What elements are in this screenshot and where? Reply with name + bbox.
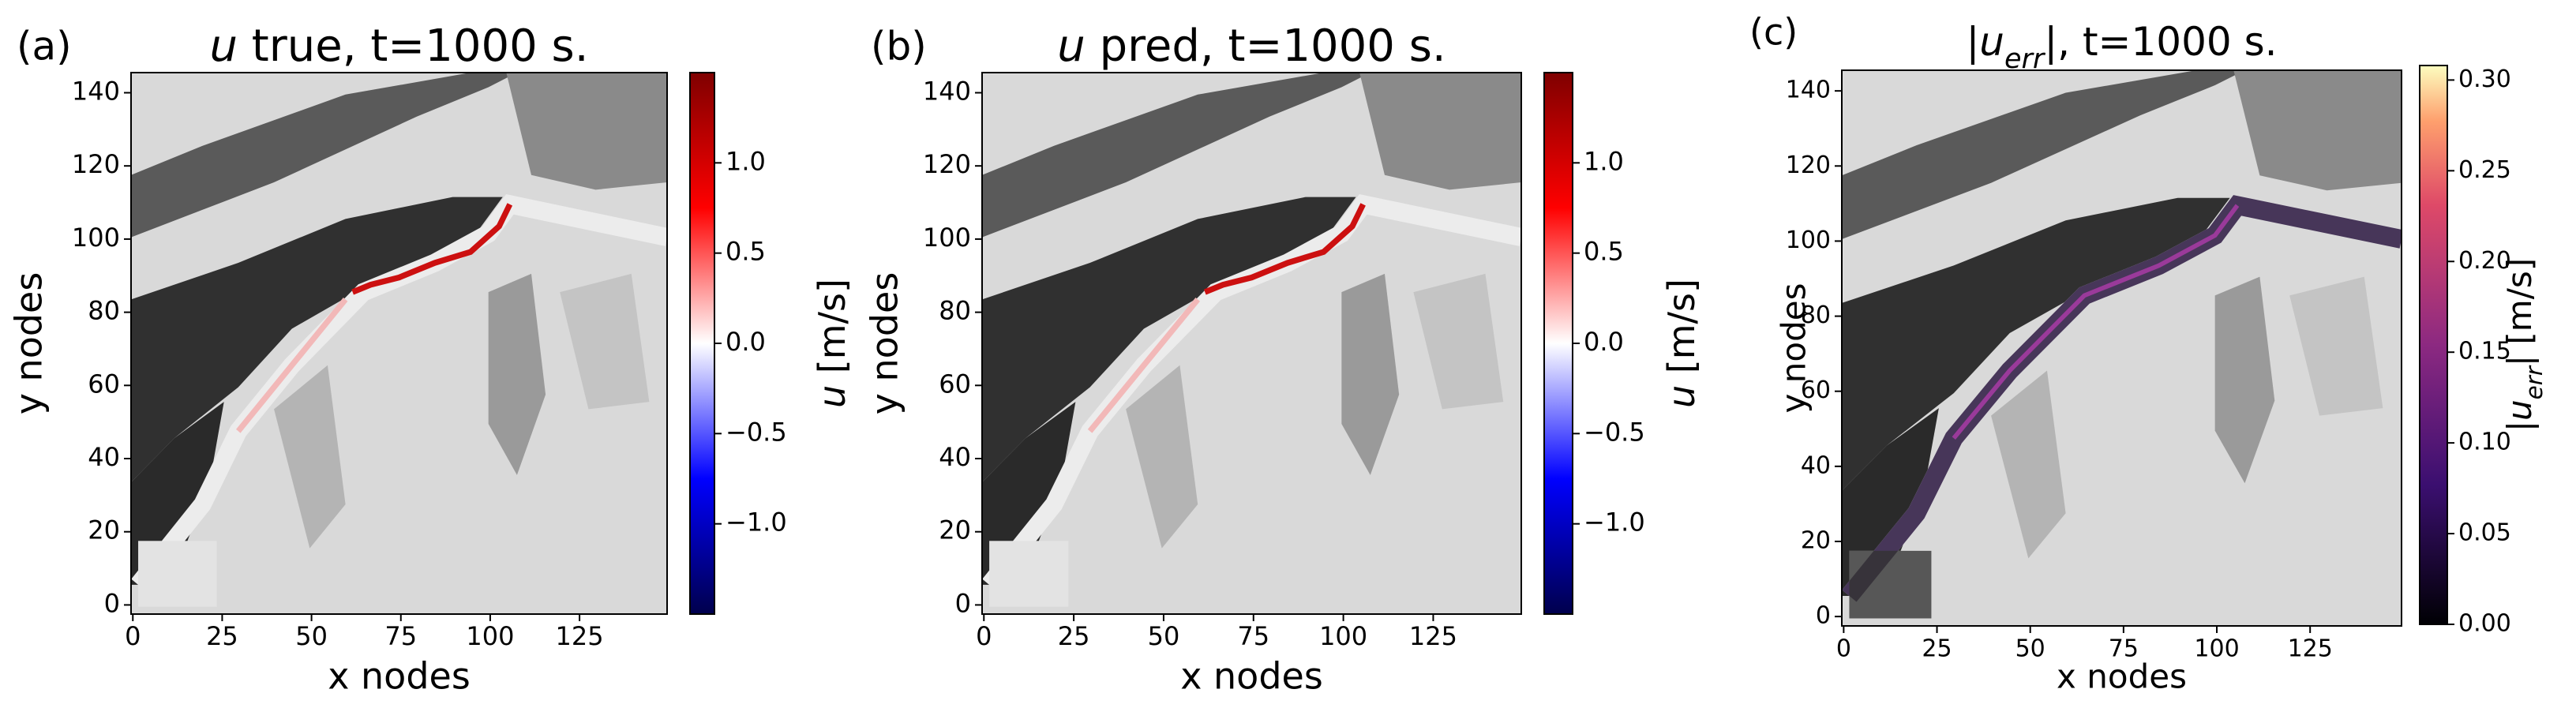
y-tick-label: 40 — [939, 442, 971, 472]
y-axis-label: y nodes — [864, 272, 906, 415]
x-tick-label: 100 — [1319, 621, 1367, 651]
subscript: err — [2004, 43, 2046, 75]
terrain-image — [982, 73, 1521, 614]
y-tick-label: 80 — [939, 296, 971, 326]
colorbar-tick-label: −0.5 — [1584, 417, 1645, 447]
y-tick-label: 60 — [939, 369, 971, 399]
x-tick-label: 25 — [206, 621, 238, 651]
y-tick-label: 100 — [72, 223, 120, 253]
y-axis-label: y nodes — [8, 272, 51, 415]
text: [m/s] — [1660, 279, 1703, 385]
colorbar-tick-label: 0.00 — [2458, 610, 2511, 638]
colorbar-tick-label: −1.0 — [1584, 508, 1645, 538]
x-tick-label: 0 — [1836, 635, 1851, 663]
colorbar-tick-label: −0.5 — [726, 417, 787, 447]
variable: |u — [2500, 399, 2539, 432]
y-tick-label: 120 — [72, 149, 120, 179]
y-tick-label: 100 — [1786, 227, 1831, 254]
y-tick-label: 60 — [88, 369, 120, 399]
x-tick-label: 50 — [1148, 621, 1180, 651]
colorbar — [2419, 65, 2448, 625]
text: |, t=1000 s. — [2044, 19, 2277, 65]
text: | [m/s] — [2500, 258, 2539, 366]
colorbar-tick-label: 0.0 — [1584, 327, 1624, 357]
x-tick-label: 75 — [1237, 621, 1269, 651]
axes-frame — [981, 72, 1522, 615]
x-tick-label: 0 — [125, 621, 141, 651]
x-tick-label: 50 — [2015, 635, 2045, 663]
y-tick-label: 20 — [939, 515, 971, 545]
x-tick-label: 125 — [1409, 621, 1457, 651]
x-tick-label: 100 — [466, 621, 514, 651]
x-axis-label: x nodes — [1180, 655, 1323, 698]
colorbar-tick-label: 1.0 — [1584, 146, 1624, 176]
panel-label: (c) — [1749, 11, 1798, 54]
x-tick-label: 75 — [2109, 635, 2139, 663]
axes-frame — [1841, 69, 2402, 627]
chart-title: |uerr|, t=1000 s. — [1966, 19, 2277, 76]
x-tick-label: 75 — [384, 621, 417, 651]
x-axis-label: x nodes — [2057, 657, 2187, 696]
x-tick-label: 125 — [556, 621, 604, 651]
colorbar-tick-label: 0.05 — [2458, 519, 2511, 547]
colorbar-tick-label: 0.20 — [2458, 247, 2511, 275]
colorbar-tick-label: 0.10 — [2458, 429, 2511, 456]
x-tick-label: 100 — [2194, 635, 2239, 663]
panel-label: (a) — [17, 24, 72, 69]
text: true, t=1000 s. — [238, 21, 589, 72]
x-tick-label: 25 — [1922, 635, 1952, 663]
colorbar — [1543, 72, 1573, 615]
colorbar-tick-label: 1.0 — [726, 146, 766, 176]
x-tick-label: 125 — [2288, 635, 2333, 663]
y-tick-label: 20 — [1801, 526, 1831, 554]
y-axis-label: y nodes — [1775, 283, 1813, 414]
colorbar-tick-label: 0.5 — [1584, 237, 1624, 267]
text: pred, t=1000 s. — [1086, 21, 1446, 72]
colorbar-tick-label: 0.25 — [2458, 156, 2511, 184]
y-tick-label: 40 — [1801, 451, 1831, 479]
y-tick-label: 140 — [923, 76, 971, 106]
variable: u — [210, 21, 238, 72]
y-tick-label: 140 — [72, 76, 120, 106]
panel-label: (b) — [871, 24, 927, 69]
x-tick-label: 25 — [1058, 621, 1090, 651]
colorbar-tick-label: 0.15 — [2458, 338, 2511, 365]
terrain-image — [1842, 70, 2402, 626]
variable: u — [1660, 385, 1703, 408]
y-tick-label: 120 — [923, 149, 971, 179]
subscript: err — [2521, 365, 2548, 399]
axes-frame — [130, 72, 668, 615]
colorbar-label: |uerr| [m/s] — [2500, 258, 2548, 432]
y-tick-label: 0 — [1816, 602, 1831, 630]
colorbar-tick-label: −1.0 — [726, 508, 787, 538]
colorbar-tick-label: 0.30 — [2458, 66, 2511, 93]
chart-title: u pred, t=1000 s. — [1057, 21, 1445, 72]
y-tick-label: 140 — [1786, 77, 1831, 104]
variable: u — [1057, 21, 1086, 72]
y-tick-label: 80 — [88, 296, 120, 326]
terrain-image — [131, 73, 667, 614]
y-tick-label: 0 — [104, 588, 120, 618]
y-tick-label: 60 — [1801, 376, 1831, 404]
x-tick-label: 0 — [976, 621, 992, 651]
colorbar-tick-label: 0.5 — [726, 237, 766, 267]
colorbar-tick-label: 0.0 — [726, 327, 766, 357]
y-tick-label: 100 — [923, 223, 971, 253]
y-tick-label: 20 — [88, 515, 120, 545]
y-tick-label: 80 — [1801, 302, 1831, 329]
text: [m/s] — [811, 279, 853, 385]
variable: u — [811, 385, 853, 408]
variable: |u — [1966, 19, 2004, 65]
x-axis-label: x nodes — [328, 655, 471, 698]
chart-title: u true, t=1000 s. — [210, 21, 589, 72]
colorbar-label: u [m/s] — [811, 279, 853, 408]
y-tick-label: 40 — [88, 442, 120, 472]
colorbar-label: u [m/s] — [1660, 279, 1703, 408]
y-tick-label: 120 — [1786, 152, 1831, 179]
colorbar — [689, 72, 715, 615]
x-tick-label: 50 — [295, 621, 328, 651]
y-tick-label: 0 — [955, 588, 971, 618]
